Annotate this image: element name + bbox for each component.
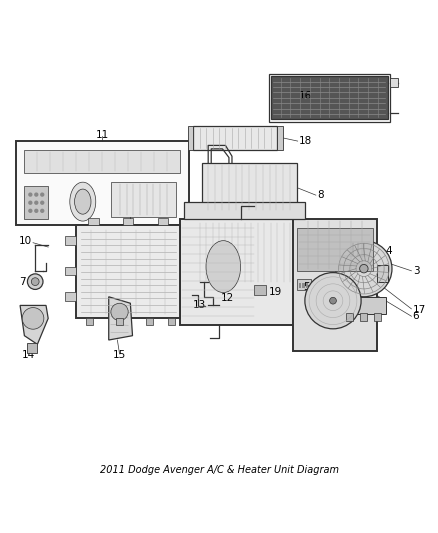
Circle shape [305,272,361,329]
Bar [271,76,388,119]
Bar [202,163,297,213]
Text: 3: 3 [413,266,419,276]
Text: 15: 15 [113,350,126,360]
Text: 2011 Dodge Avenger A/C & Heater Unit Diagram: 2011 Dodge Avenger A/C & Heater Unit Dia… [99,465,339,475]
Bar [180,219,305,325]
Circle shape [111,303,128,320]
Bar [193,126,277,150]
Bar [116,318,123,325]
Bar [254,285,266,295]
Bar [158,217,168,225]
Bar [390,78,398,87]
Bar [184,201,305,219]
Text: 13: 13 [193,301,206,310]
Bar [66,266,76,275]
Bar [346,313,353,320]
Text: 19: 19 [269,287,282,296]
Text: 1: 1 [127,214,134,224]
Circle shape [34,200,39,205]
Bar [188,126,193,150]
Circle shape [34,192,39,197]
Circle shape [28,274,43,289]
Polygon shape [20,305,48,344]
Bar [192,220,298,285]
Bar [303,283,304,288]
Text: 12: 12 [221,293,234,303]
Circle shape [40,208,44,213]
Bar [66,236,76,245]
Bar [16,141,189,225]
Bar [25,150,180,173]
Bar [76,225,180,318]
Bar [297,279,311,290]
Circle shape [336,240,392,297]
Bar [193,221,297,284]
Text: 14: 14 [22,350,35,360]
Bar [25,187,48,219]
Text: 17: 17 [413,305,426,315]
Bar [86,318,93,325]
Text: 10: 10 [19,237,32,246]
Ellipse shape [206,241,240,293]
Circle shape [28,192,32,197]
Circle shape [32,278,39,286]
Bar [88,217,99,225]
Bar [277,126,283,150]
Circle shape [40,200,44,205]
Bar [27,343,37,353]
Circle shape [360,264,368,273]
Text: 4: 4 [385,246,392,256]
Bar [346,243,371,256]
Ellipse shape [74,189,91,214]
Circle shape [40,192,44,197]
Bar [374,313,381,320]
Circle shape [28,208,32,213]
Text: 8: 8 [317,190,324,200]
Bar [293,219,377,351]
Bar [377,265,388,282]
Bar [146,318,153,325]
Circle shape [330,297,336,304]
Text: 9: 9 [325,249,332,260]
Bar [269,74,390,122]
Text: 7: 7 [19,277,25,287]
Ellipse shape [70,182,96,221]
Bar [360,313,367,320]
Bar [123,217,134,225]
Bar [341,297,386,314]
Text: 11: 11 [95,130,109,140]
Circle shape [28,200,32,205]
Bar [111,182,176,217]
Text: 6: 6 [413,311,419,321]
Text: 2: 2 [244,207,251,217]
Text: 18: 18 [299,136,312,146]
Bar [306,283,308,288]
Bar [297,228,372,271]
Bar [299,283,301,288]
Text: 5: 5 [304,282,310,292]
Circle shape [34,208,39,213]
Polygon shape [109,297,133,340]
Bar [66,293,76,301]
Bar [168,318,175,325]
Text: 16: 16 [299,91,312,101]
Circle shape [22,308,44,329]
